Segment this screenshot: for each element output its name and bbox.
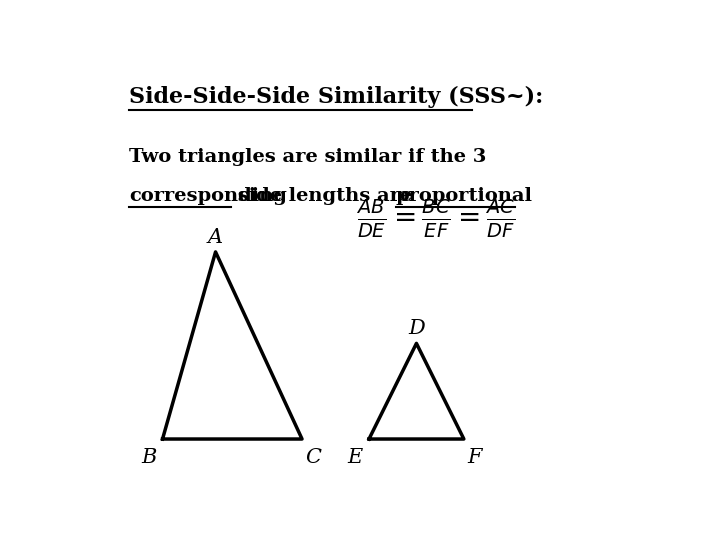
Text: Side-Side-Side Similarity (SSS~):: Side-Side-Side Similarity (SSS~): [129,85,544,107]
Text: corresponding: corresponding [129,187,287,205]
Text: E: E [348,448,363,467]
Text: B: B [141,448,156,467]
Text: proportional: proportional [396,187,533,205]
Text: C: C [305,448,321,467]
Text: Two triangles are similar if the 3: Two triangles are similar if the 3 [129,148,487,166]
Text: $\frac{AB}{DE} = \frac{BC}{EF} = \frac{AC}{DF}$: $\frac{AB}{DE} = \frac{BC}{EF} = \frac{A… [356,198,516,240]
Text: F: F [468,448,482,467]
Text: D: D [408,319,425,339]
Text: A: A [208,228,223,247]
Text: side lengths are: side lengths are [231,187,419,205]
